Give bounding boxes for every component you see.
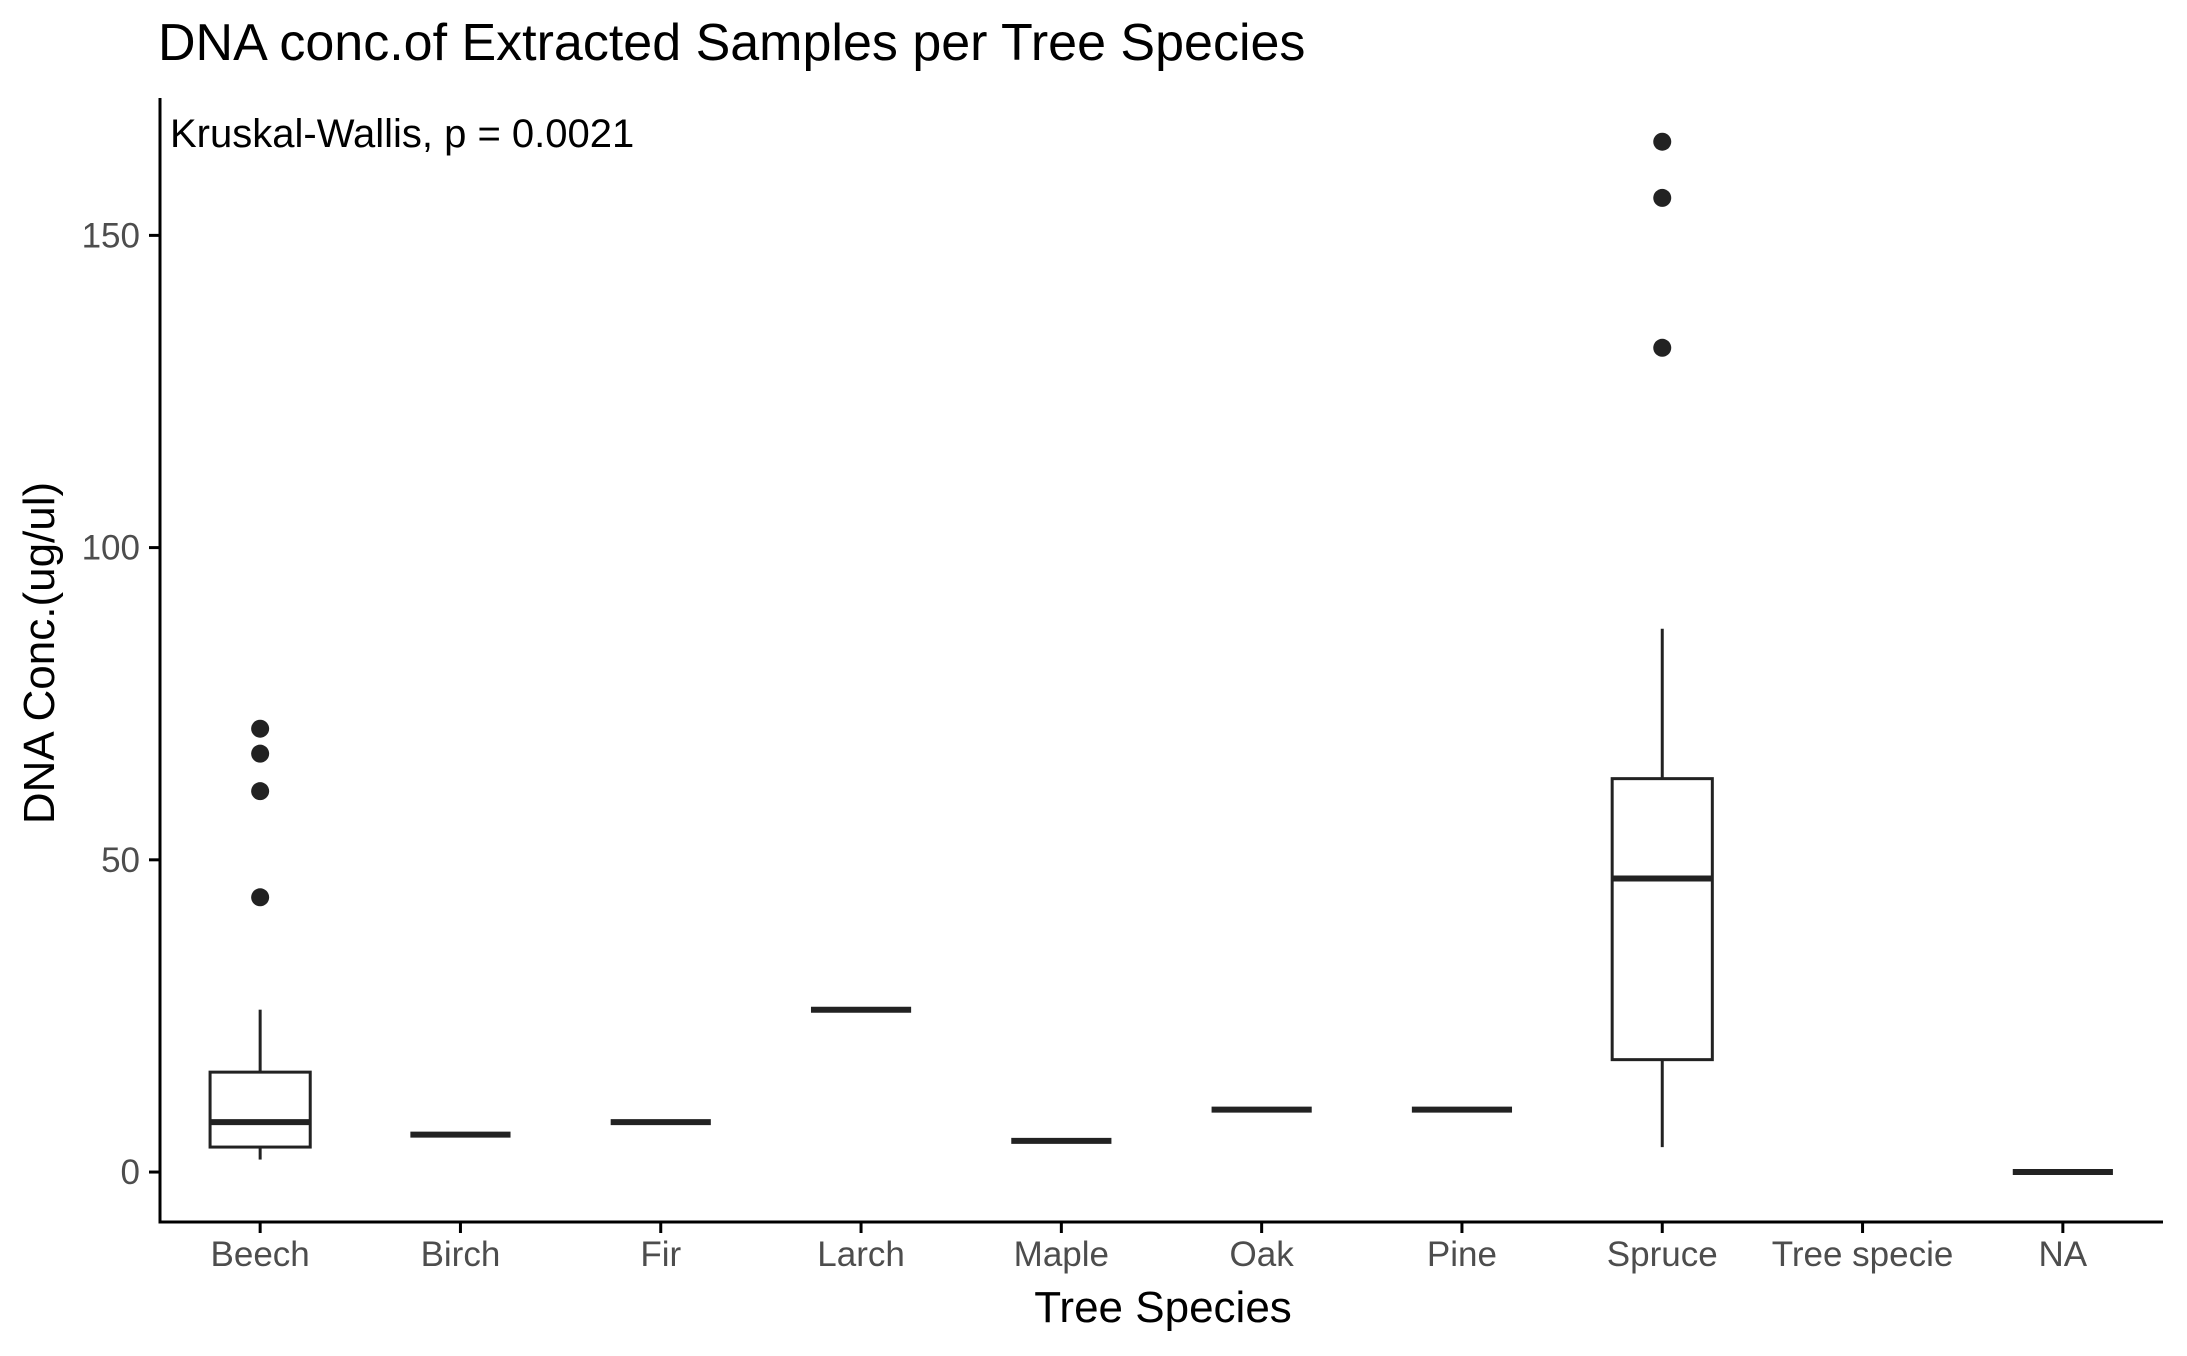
x-tick-label: Beech [211, 1235, 310, 1274]
x-tick-label: Tree specie [1772, 1235, 1954, 1274]
outlier-point [251, 744, 270, 763]
x-tick-label: Oak [1230, 1235, 1295, 1274]
x-tick-label: Fir [640, 1235, 681, 1274]
x-tick-label: NA [2039, 1235, 2088, 1274]
y-tick-label: 100 [82, 529, 140, 568]
x-tick-label: Spruce [1607, 1235, 1718, 1274]
x-axis-title: Tree Species [1034, 1283, 1292, 1332]
kruskal-wallis-annotation: Kruskal-Wallis, p = 0.0021 [170, 112, 634, 156]
y-tick-label: 150 [82, 216, 140, 255]
chart-title: DNA conc.of Extracted Samples per Tree S… [158, 14, 1305, 72]
outlier-point [1653, 132, 1672, 151]
x-tick-label: Larch [817, 1235, 905, 1274]
y-tick-label: 50 [101, 841, 140, 880]
outlier-point [251, 888, 270, 907]
box-iqr [208, 1070, 312, 1149]
outlier-point [251, 719, 270, 738]
x-tick-label: Birch [421, 1235, 501, 1274]
y-tick-label: 0 [121, 1153, 140, 1192]
outlier-point [1653, 338, 1672, 357]
outlier-point [1653, 188, 1672, 207]
x-tick-label: Maple [1014, 1235, 1109, 1274]
plot-area: 0 50 100 150 Beech Birch Fir Larch Maple Oak Pine S… [82, 98, 2163, 1274]
outlier-point [251, 782, 270, 801]
box-iqr [1610, 777, 1714, 1062]
x-tick-label: Pine [1427, 1235, 1497, 1274]
y-axis-title: DNA Conc.(ug/ul) [15, 482, 64, 824]
